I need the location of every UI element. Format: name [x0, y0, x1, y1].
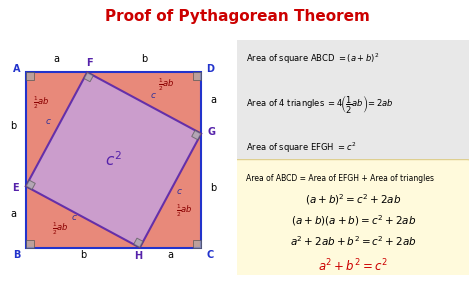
Polygon shape [193, 72, 201, 80]
Text: Proof of Pythagorean Theorem: Proof of Pythagorean Theorem [105, 9, 369, 23]
Polygon shape [26, 180, 35, 190]
Text: D: D [206, 64, 214, 74]
Text: a: a [167, 250, 173, 260]
Text: c: c [45, 117, 50, 126]
Text: $c^2$: $c^2$ [105, 151, 122, 169]
Polygon shape [134, 238, 143, 248]
Text: Area of 4 triangles $= 4\!\left(\dfrac{1}{2}ab\right)\!=2ab$: Area of 4 triangles $= 4\!\left(\dfrac{1… [246, 94, 394, 116]
Text: b: b [80, 250, 86, 260]
Text: $a^2 + b^2 = c^2$: $a^2 + b^2 = c^2$ [318, 258, 388, 275]
Text: $a^2 + 2ab + b^2 = c^2 + 2ab$: $a^2 + 2ab + b^2 = c^2 + 2ab$ [290, 235, 417, 249]
Text: b: b [10, 121, 17, 131]
Text: A: A [13, 64, 21, 74]
Text: B: B [13, 250, 21, 260]
Polygon shape [193, 240, 201, 248]
Text: Area of square ABCD $= (a+b)^2$: Area of square ABCD $= (a+b)^2$ [246, 52, 380, 66]
FancyBboxPatch shape [230, 160, 474, 286]
Text: Area of ABCD = Area of EFGH + Area of triangles: Area of ABCD = Area of EFGH + Area of tr… [246, 174, 434, 183]
Text: $\frac{1}{2}ab$: $\frac{1}{2}ab$ [52, 220, 69, 237]
Text: F: F [86, 58, 92, 68]
Text: a: a [210, 95, 217, 105]
Text: Area of square EFGH $= c^2$: Area of square EFGH $= c^2$ [246, 141, 356, 155]
Text: a: a [10, 209, 17, 219]
Polygon shape [191, 130, 201, 140]
Polygon shape [26, 240, 34, 248]
Text: c: c [150, 91, 155, 100]
Text: b: b [210, 183, 217, 193]
Text: c: c [72, 213, 76, 223]
Polygon shape [26, 72, 201, 248]
Text: $(a+b)(a+b) = c^2 + 2ab$: $(a+b)(a+b) = c^2 + 2ab$ [291, 214, 416, 229]
Text: $\frac{1}{2}ab$: $\frac{1}{2}ab$ [176, 203, 192, 219]
Text: a: a [54, 54, 60, 64]
Text: $\frac{1}{2}ab$: $\frac{1}{2}ab$ [33, 95, 49, 111]
Polygon shape [84, 72, 93, 82]
Polygon shape [26, 72, 34, 80]
Polygon shape [26, 72, 201, 248]
Text: G: G [208, 127, 216, 137]
Text: C: C [206, 250, 214, 260]
Text: c: c [177, 187, 182, 196]
Text: E: E [12, 183, 18, 193]
Text: $\frac{1}{2}ab$: $\frac{1}{2}ab$ [158, 77, 175, 94]
Text: $(a+b)^2 = c^2 + 2ab$: $(a+b)^2 = c^2 + 2ab$ [305, 192, 401, 207]
Text: H: H [134, 251, 142, 261]
FancyBboxPatch shape [230, 33, 474, 164]
Text: b: b [141, 54, 147, 64]
